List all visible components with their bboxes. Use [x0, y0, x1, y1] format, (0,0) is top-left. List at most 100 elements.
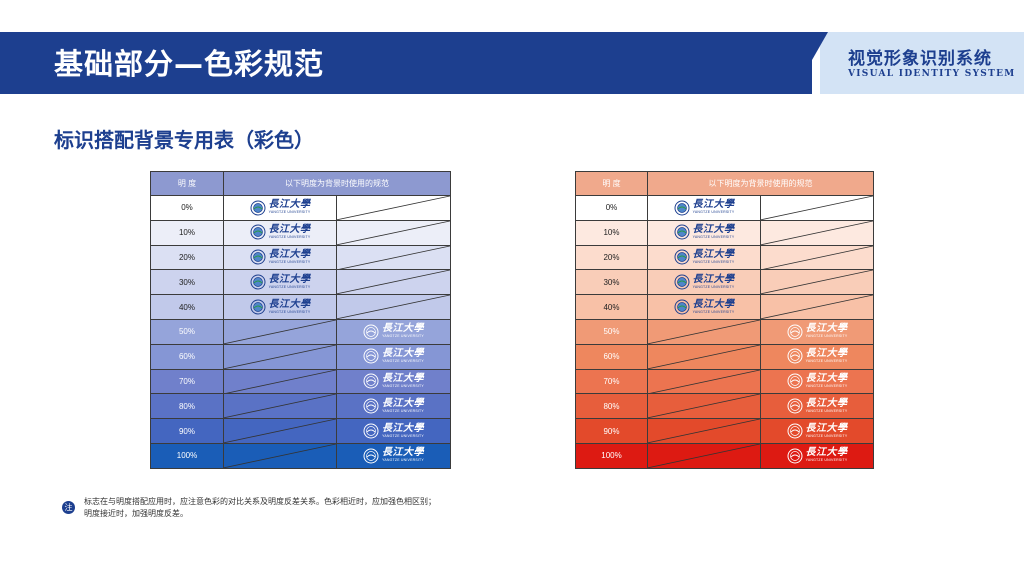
not-allowed-cell — [760, 219, 874, 246]
seal-icon — [787, 324, 802, 340]
logo-text-en: YANGTZE UNIVERSITY — [805, 408, 848, 413]
brightness-level: 70% — [575, 368, 648, 395]
brightness-level: 80% — [575, 393, 648, 420]
logo-cell: 長江大學 YANGTZE UNIVERSITY — [760, 393, 874, 420]
table-row: 90% 長江大學 YANGTZE UNIVERSITY — [575, 418, 874, 444]
logo-cell: 長江大學 YANGTZE UNIVERSITY — [336, 418, 451, 444]
university-logo: 長江大學 YANGTZE UNIVERSITY — [363, 448, 424, 464]
seal-icon — [674, 299, 689, 315]
logo-text-en: YANGTZE UNIVERSITY — [382, 458, 424, 463]
logo-text-cn: 長江大學 — [382, 348, 424, 360]
university-logo: 長江大學 YANGTZE UNIVERSITY — [363, 348, 424, 364]
university-logo: 長江大學 YANGTZE UNIVERSITY — [674, 249, 735, 265]
logo-text-en: YANGTZE UNIVERSITY — [692, 284, 735, 289]
note-badge: 注 — [62, 501, 75, 514]
diagonal-slash-icon — [761, 295, 873, 319]
university-logo: 長江大學 YANGTZE UNIVERSITY — [674, 200, 735, 216]
header-usage: 以下明度为背景时使用的规范 — [647, 171, 874, 196]
logo-text-cn: 長江大學 — [805, 422, 848, 434]
diagonal-slash-icon — [337, 246, 450, 270]
university-logo: 長江大學 YANGTZE UNIVERSITY — [674, 224, 735, 240]
university-logo: 長江大學 YANGTZE UNIVERSITY — [250, 299, 311, 315]
table-row: 80% 長江大學 YANGTZE UNIVERSITY — [575, 393, 874, 420]
table-row: 20% 長江大學 YANGTZE UNIVERSITY — [575, 244, 874, 271]
seal-icon — [363, 373, 379, 389]
table-row: 40% 長江大學 YANGTZE UNIVERSITY — [150, 294, 451, 320]
brightness-level: 20% — [575, 244, 648, 271]
logo-text-cn: 長江大學 — [692, 273, 735, 285]
logo-text-cn: 長江大學 — [805, 447, 848, 459]
logo-text-en: YANGTZE UNIVERSITY — [692, 309, 735, 314]
diagonal-slash-icon — [224, 370, 336, 394]
diagonal-slash-icon — [648, 370, 760, 394]
university-logo: 長江大學 YANGTZE UNIVERSITY — [250, 274, 311, 290]
logo-text-en: YANGTZE UNIVERSITY — [382, 383, 424, 388]
seal-icon — [787, 398, 802, 414]
diagonal-slash-icon — [761, 196, 873, 220]
logo-text-en: YANGTZE UNIVERSITY — [382, 408, 424, 413]
logo-text-cn: 長江大學 — [805, 397, 848, 409]
not-allowed-cell — [647, 442, 761, 469]
table-row: 100% 長江大學 YANGTZE UNIVERSITY — [575, 442, 874, 469]
color-spec-table-red: 明 度 以下明度为背景时使用的规范 0% 長江大學 YANGTZE UNIVERSI… — [575, 171, 874, 469]
logo-cell: 長江大學 YANGTZE UNIVERSITY — [760, 418, 874, 444]
not-allowed-cell — [760, 244, 874, 271]
logo-cell: 長江大學 YANGTZE UNIVERSITY — [336, 442, 451, 469]
diagonal-slash-icon — [337, 295, 450, 319]
logo-cell: 長江大學 YANGTZE UNIVERSITY — [760, 442, 874, 469]
brightness-level: 90% — [575, 418, 648, 444]
seal-icon — [363, 398, 379, 414]
university-logo: 長江大學 YANGTZE UNIVERSITY — [787, 423, 848, 439]
table-header-row: 明 度 以下明度为背景时使用的规范 — [575, 171, 874, 196]
university-logo: 長江大學 YANGTZE UNIVERSITY — [787, 324, 848, 340]
seal-icon — [363, 348, 379, 364]
brightness-level: 70% — [150, 368, 224, 395]
diagonal-slash-icon — [761, 270, 873, 294]
seal-icon — [363, 448, 379, 464]
logo-text-cn: 長江大學 — [692, 199, 735, 211]
diagonal-slash-icon — [761, 246, 873, 270]
diagonal-slash-icon — [337, 196, 450, 220]
seal-icon — [363, 324, 379, 340]
table-row: 0% 長江大學 YANGTZE UNIVERSITY — [575, 195, 874, 221]
diagonal-slash-icon — [337, 270, 450, 294]
header-notch — [812, 32, 828, 60]
not-allowed-cell — [223, 368, 337, 395]
vis-title-cn: 视觉形象识别系统 — [848, 49, 992, 69]
university-logo: 長江大學 YANGTZE UNIVERSITY — [787, 398, 848, 414]
diagonal-slash-icon — [648, 444, 760, 468]
table-row: 70% 長江大學 YANGTZE UNIVERSITY — [150, 368, 451, 395]
logo-text-cn: 長江大學 — [382, 397, 424, 409]
brightness-level: 50% — [150, 318, 224, 345]
brightness-level: 80% — [150, 393, 224, 420]
university-logo: 長江大學 YANGTZE UNIVERSITY — [250, 249, 311, 265]
diagonal-slash-icon — [224, 345, 336, 369]
university-logo: 長江大學 YANGTZE UNIVERSITY — [363, 423, 424, 439]
header-brightness: 明 度 — [575, 171, 648, 196]
not-allowed-cell — [647, 343, 761, 370]
header-usage: 以下明度为背景时使用的规范 — [223, 171, 451, 196]
vis-banner — [820, 32, 1024, 94]
brightness-level: 30% — [150, 269, 224, 296]
diagonal-slash-icon — [648, 320, 760, 344]
logo-text-cn: 長江大學 — [268, 273, 311, 285]
logo-text-en: YANGTZE UNIVERSITY — [805, 433, 848, 438]
brightness-level: 40% — [150, 294, 224, 320]
university-logo: 長江大學 YANGTZE UNIVERSITY — [363, 398, 424, 414]
logo-cell: 長江大學 YANGTZE UNIVERSITY — [336, 343, 451, 370]
note-line-1: 标志在与明度搭配应用时，应注意色彩的对比关系及明度反差关系。色彩相近时，应加强色… — [84, 497, 436, 506]
logo-cell: 長江大學 YANGTZE UNIVERSITY — [223, 244, 337, 271]
seal-icon — [250, 299, 265, 315]
logo-cell: 長江大學 YANGTZE UNIVERSITY — [760, 318, 874, 345]
university-logo: 長江大學 YANGTZE UNIVERSITY — [363, 324, 424, 340]
not-allowed-cell — [223, 418, 337, 444]
university-logo: 長江大學 YANGTZE UNIVERSITY — [250, 200, 311, 216]
logo-cell: 長江大學 YANGTZE UNIVERSITY — [223, 195, 337, 221]
logo-text-cn: 長江大學 — [805, 372, 848, 384]
logo-text-cn: 長江大學 — [382, 422, 424, 434]
seal-icon — [674, 274, 689, 290]
table-row: 70% 長江大學 YANGTZE UNIVERSITY — [575, 368, 874, 395]
brightness-level: 60% — [150, 343, 224, 370]
diagonal-slash-icon — [648, 394, 760, 418]
logo-text-en: YANGTZE UNIVERSITY — [805, 359, 848, 364]
